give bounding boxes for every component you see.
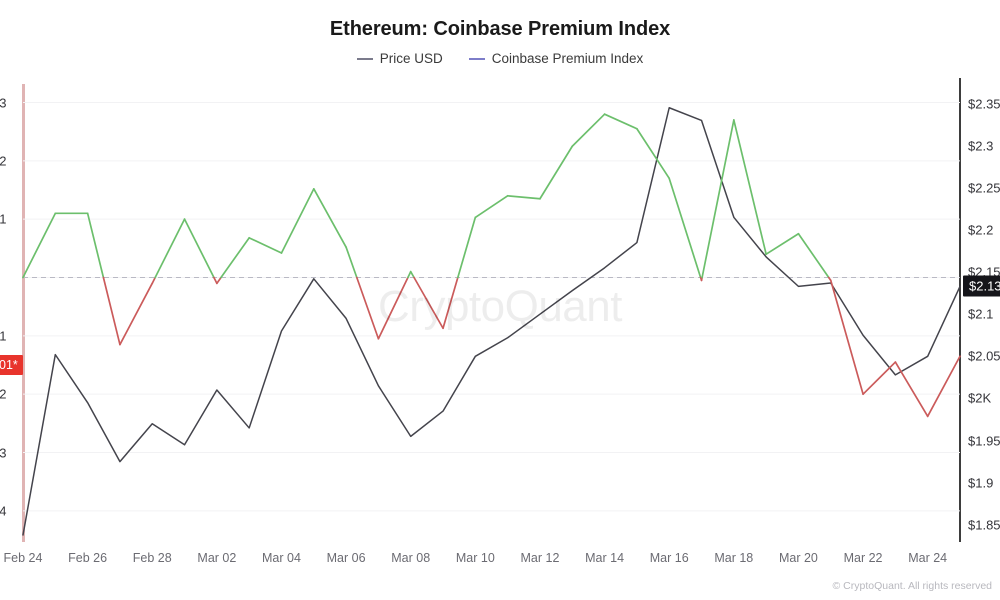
y-axis-right-current-value-badge: $2.13 [963,275,1000,297]
y-axis-left-current-value-badge: 01* [0,355,23,375]
series-segment-coinbase-premium-index [216,276,222,285]
plot-area [22,85,961,540]
series-segment-coinbase-premium-index [377,276,409,340]
y-axis-left-tick-label: 01 [0,328,7,344]
x-axis-tick-label: Feb 24 [3,551,43,565]
series-segment-coinbase-premium-index [765,232,800,256]
y-axis-left-tick-label: 02 [0,386,7,402]
series-segment-coinbase-premium-index [409,270,415,279]
y-axis-right-tick-label: $2K [968,390,992,406]
series-segment-coinbase-premium-index [862,361,897,396]
series-segment-coinbase-premium-index [603,113,638,130]
series-segment-coinbase-premium-index [442,276,459,330]
x-axis-tick-label: Feb 26 [68,551,108,565]
series-segment-coinbase-premium-index [280,187,315,254]
y-axis-right-tick-label: $1.95 [968,433,1000,449]
legend-dash-icon [468,57,485,60]
x-axis-tick-label: Mar 16 [649,551,689,565]
series-segment-coinbase-premium-index [102,276,121,346]
series-segment-coinbase-premium-index [413,276,444,330]
series-segment-coinbase-premium-index [407,270,412,279]
series-segment-coinbase-premium-index [213,276,218,285]
series-segment-coinbase-premium-index [183,218,215,279]
footer-copyright: © CryptoQuant. All rights reserved [832,580,992,592]
series-segment-coinbase-premium-index [797,232,830,279]
legend-item-coinbase-premium-index[interactable]: Coinbase Premium Index [468,51,644,66]
y-axis-left-tick-label: 03 [0,95,7,110]
series-segment-coinbase-premium-index [456,216,477,279]
series-segment-coinbase-premium-index [345,246,358,279]
plot-svg [22,102,961,536]
legend-dash-icon [356,57,373,60]
legend-item-price-usd[interactable]: Price USD [356,51,443,66]
legend-label-coinbase-premium-index: Coinbase Premium Index [491,51,644,66]
series-segment-coinbase-premium-index [220,236,251,279]
x-axis-tick-label: Mar 24 [908,551,948,565]
series-segment-coinbase-premium-index [312,187,347,249]
x-axis-tick-label: Mar 12 [520,551,560,565]
y-axis-right-tick-label: $2.25 [968,180,1000,196]
series-segment-coinbase-premium-index [636,127,671,180]
y-axis-right-tick-label: $2.3 [968,138,994,154]
series-segment-coinbase-premium-index [926,355,961,418]
series-segment-coinbase-premium-index [248,236,283,254]
series-segment-coinbase-premium-index [701,119,735,279]
y-axis-left-tick-label: 04 [0,503,7,519]
series-segment-coinbase-premium-index [86,212,105,279]
x-axis-tick-label: Mar 20 [778,551,818,565]
x-axis-tick-label: Mar 10 [455,551,495,565]
series-segment-coinbase-premium-index [154,218,186,279]
series-segment-coinbase-premium-index [539,145,574,200]
y-axis-right-tick-label: $2.35 [968,96,1000,112]
y-axis-right-tick-label: $2.05 [968,348,1000,364]
y-axis-right-tick-label: $1.9 [968,475,994,491]
series-segment-coinbase-premium-index [732,119,767,256]
legend-label-price-usd: Price USD [379,51,443,66]
y-axis-right-tick-label: $1.85 [968,517,1000,533]
series-segment-coinbase-premium-index [151,276,157,285]
series-segment-coinbase-premium-index [668,177,702,279]
y-axis-right-tick-label: $2.1 [968,306,994,322]
y-axis-right-tick-label: $2.2 [968,222,994,238]
y-axis-right-line [959,78,961,542]
series-segment-coinbase-premium-index [506,194,541,200]
series-segment-coinbase-premium-index [571,113,606,148]
y-axis-left-tick-label: 03 [0,445,7,460]
x-axis-tick-label: Mar 08 [391,551,431,565]
series-segment-coinbase-premium-index [355,276,380,340]
x-axis-tick-label: Mar 22 [843,551,883,565]
x-axis-tick-label: Mar 02 [197,551,237,565]
x-axis-tick-label: Feb 28 [132,551,172,565]
x-axis-tick-label: Mar 06 [326,551,366,565]
series-segment-coinbase-premium-index [894,361,929,418]
y-axis-right-tick-label: $2.15 [968,264,1000,280]
series-segment-coinbase-premium-index [474,194,509,219]
series-line-price-usd [22,107,961,536]
series-segment-coinbase-premium-index [829,279,864,396]
y-axis-left-tick-label: 01 [0,211,7,227]
y-axis-left-tick-label: 02 [0,153,7,169]
chart-title: Ethereum: Coinbase Premium Index [329,18,671,40]
x-axis-tick-label: Mar 14 [585,551,625,565]
y-axis-left-line [22,84,25,542]
x-axis-tick-label: Mar 18 [714,551,754,565]
chart-legend: Price USD Coinbase Premium Index [0,51,1000,66]
x-axis-tick-label: Mar 04 [262,551,301,565]
series-segment-coinbase-premium-index [22,212,57,279]
series-segment-coinbase-premium-index [119,282,154,346]
